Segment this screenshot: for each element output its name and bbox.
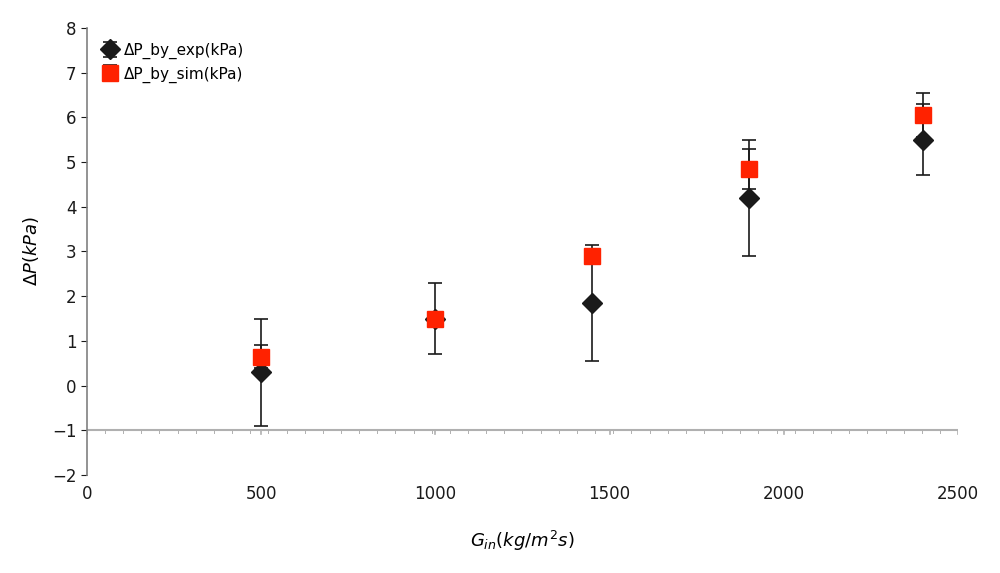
X-axis label: $G_{in}(kg/m^2s)$: $G_{in}(kg/m^2s)$ <box>470 529 575 553</box>
Legend: ΔP_by_exp(kPa), ΔP_by_sim(kPa): ΔP_by_exp(kPa), ΔP_by_sim(kPa) <box>94 36 251 91</box>
Y-axis label: $\Delta P(kPa)$: $\Delta P(kPa)$ <box>21 217 41 286</box>
